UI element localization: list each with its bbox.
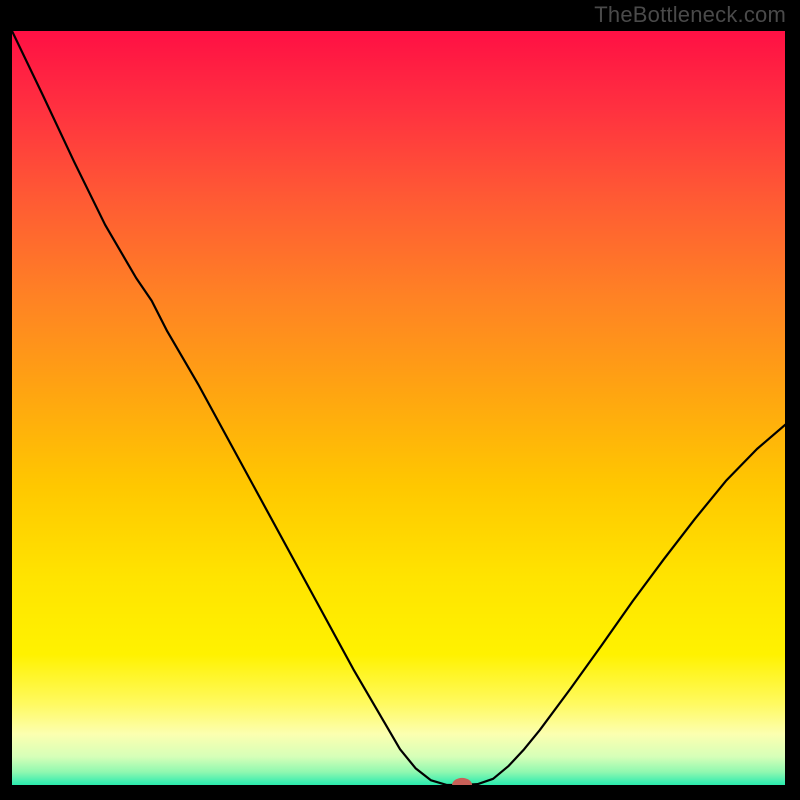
chart-svg: [12, 31, 788, 788]
watermark-text: TheBottleneck.com: [594, 2, 786, 28]
chart-background: [12, 31, 788, 788]
chart-frame: [12, 28, 788, 788]
